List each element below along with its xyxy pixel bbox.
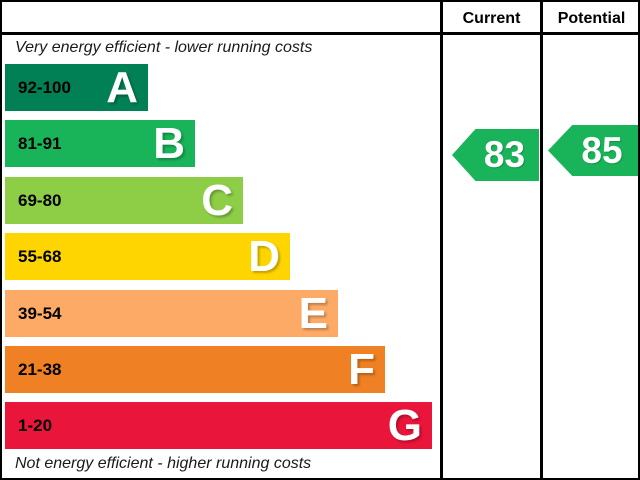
- band-range-label: 1-20: [18, 415, 53, 435]
- band-D: 55-68 D: [5, 233, 290, 280]
- band-letter: B: [153, 119, 185, 168]
- band-range-label: 81-91: [18, 133, 62, 153]
- band-range-label: 55-68: [18, 246, 62, 266]
- header-divider: [2, 32, 638, 35]
- not-efficient-note: Not energy efficient - higher running co…: [15, 455, 312, 472]
- potential-rating-value: 85: [581, 129, 623, 171]
- current-rating-arrow: 83: [452, 129, 539, 181]
- band-letter: A: [106, 63, 138, 112]
- potential-column-header: Potential: [557, 10, 626, 27]
- potential-rating-arrow: 85: [548, 125, 638, 176]
- band-letter: C: [201, 176, 233, 225]
- current-column-header: Current: [462, 10, 521, 27]
- current-rating-value: 83: [483, 134, 526, 175]
- efficient-note: Very energy efficient - lower running co…: [15, 39, 313, 56]
- band-letter: D: [248, 232, 280, 281]
- band-A: 92-100 A: [5, 64, 148, 111]
- band-B: 81-91 B: [5, 120, 195, 167]
- band-E: 39-54 E: [5, 290, 338, 337]
- band-range-label: 92-100: [18, 77, 71, 97]
- band-range-label: 21-38: [18, 359, 62, 379]
- band-letter: E: [298, 289, 328, 338]
- potential-column-divider: [540, 2, 543, 478]
- band-letter: F: [348, 345, 375, 394]
- band-C: 69-80 C: [5, 177, 243, 224]
- current-column-divider: [440, 2, 443, 478]
- band-F: 21-38 F: [5, 346, 385, 393]
- band-range-label: 39-54: [18, 303, 62, 323]
- band-G: 1-20 G: [5, 402, 432, 449]
- band-range-label: 69-80: [18, 190, 62, 210]
- band-letter: G: [387, 401, 422, 450]
